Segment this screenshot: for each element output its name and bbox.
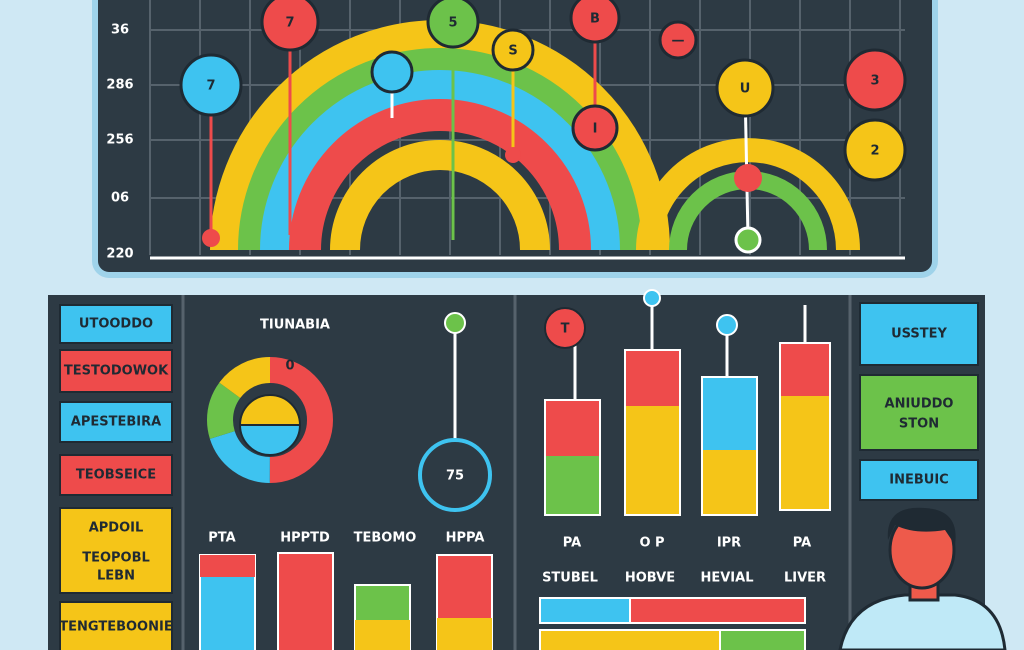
menu-item[interactable] <box>859 459 979 501</box>
arc <box>636 138 860 251</box>
bubble <box>571 104 619 152</box>
bar <box>546 401 599 456</box>
bubble-label: B <box>590 12 600 27</box>
menu-item[interactable] <box>859 374 979 451</box>
menu-label: TEOPOBL <box>82 551 150 566</box>
y-label: 06 <box>111 191 129 206</box>
donut-label: 0 <box>285 359 294 374</box>
bar <box>277 552 334 650</box>
dot <box>734 164 762 192</box>
row-label: HOBVE <box>625 571 675 586</box>
bar-label: HPPA <box>446 531 485 546</box>
h-bar <box>539 597 631 624</box>
menu-label: ANIUDDO <box>885 397 954 412</box>
bubble-label: I <box>593 122 598 137</box>
donut-segment <box>207 357 333 483</box>
menu-item[interactable] <box>59 454 173 496</box>
bar-label: PA <box>793 536 811 551</box>
person-body <box>838 593 1007 650</box>
bubble <box>179 53 243 117</box>
bubble <box>260 0 320 52</box>
person-hair <box>887 507 956 545</box>
h-bar <box>629 597 806 624</box>
bubble <box>843 48 907 112</box>
bubble <box>715 58 775 118</box>
panel-title: TIUNABIA <box>260 318 330 333</box>
menu-label: APDOIL <box>89 521 144 536</box>
bubble <box>843 118 907 182</box>
menu-label: INEBUIC <box>889 473 948 488</box>
bubble-label: S <box>508 44 517 59</box>
arc <box>289 99 591 251</box>
dot <box>734 226 762 254</box>
menu-label: TENGTEBOONIE <box>59 620 172 635</box>
arc <box>260 70 620 251</box>
menu-item[interactable] <box>59 601 173 650</box>
gauge <box>418 438 492 512</box>
menu-item[interactable] <box>59 349 173 393</box>
donut-center <box>238 424 302 456</box>
row-label: HEVIAL <box>700 571 753 586</box>
dot <box>202 229 220 247</box>
bubble-label: 3 <box>870 74 879 89</box>
row-label: LIVER <box>784 571 826 586</box>
menu-label: UTOODDO <box>79 317 153 332</box>
y-label: 286 <box>106 78 133 93</box>
bar <box>437 618 492 650</box>
menu-label: TESTODOWOK <box>64 364 169 379</box>
bar-label: PA <box>563 536 581 551</box>
bubble <box>658 20 698 60</box>
bubbles <box>179 0 907 254</box>
menu-item[interactable] <box>59 401 173 443</box>
bar-label: PTA <box>208 531 235 546</box>
bubble <box>491 28 535 72</box>
h-bar <box>539 629 721 650</box>
menu-label: STON <box>899 417 939 432</box>
menu-label: LEBN <box>97 569 135 584</box>
dot <box>643 289 661 307</box>
y-label: 36 <box>111 23 129 38</box>
bubble-label: 2 <box>870 144 879 159</box>
donut <box>207 357 333 483</box>
bubble <box>426 0 480 49</box>
bar <box>355 620 410 650</box>
marker <box>544 307 586 349</box>
bubble <box>569 0 621 44</box>
bar-label: O P <box>639 536 664 551</box>
bar-label: IPR <box>717 536 741 551</box>
y-label: 220 <box>106 247 133 262</box>
dot <box>505 147 521 163</box>
donut-segment <box>207 357 333 483</box>
bubble-label: 5 <box>448 16 457 31</box>
menu-item[interactable] <box>59 507 173 594</box>
h-bar <box>719 629 806 650</box>
gauge-value: 75 <box>446 469 464 484</box>
donut-center <box>238 394 302 426</box>
bubble-label: 7 <box>285 16 294 31</box>
bar-label: HPPTD <box>280 531 330 546</box>
arc <box>238 48 642 251</box>
arc <box>330 140 550 251</box>
marker-label: T <box>561 322 570 337</box>
bar-label: TEBOMO <box>354 531 417 546</box>
bubble-label: 7 <box>206 79 215 94</box>
y-label: 256 <box>106 133 133 148</box>
bar <box>703 378 756 450</box>
menu-item[interactable] <box>859 302 979 366</box>
row-label: STUBEL <box>542 571 598 586</box>
bubble <box>370 50 414 94</box>
bar <box>781 344 829 396</box>
bubble-label: — <box>672 34 685 49</box>
menu-label: APESTEBIRA <box>71 415 161 430</box>
dot <box>716 314 738 336</box>
dot <box>444 312 466 334</box>
bar <box>200 555 255 577</box>
bar <box>626 351 679 406</box>
menu-label: USSTEY <box>891 327 947 342</box>
menu-label: TEOBSEICE <box>76 468 156 483</box>
menu-item[interactable] <box>59 304 173 344</box>
bubble-label: U <box>740 82 751 97</box>
